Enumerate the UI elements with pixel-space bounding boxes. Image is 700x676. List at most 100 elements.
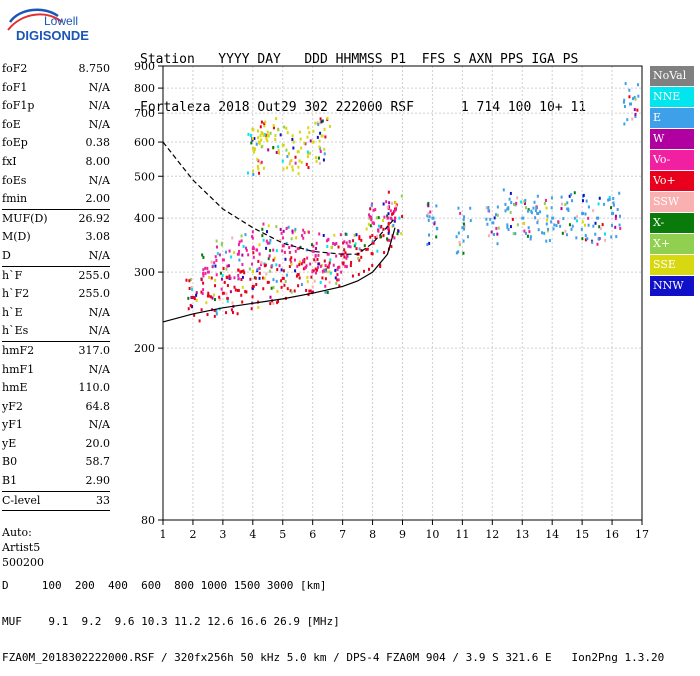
echo-mark: [487, 234, 490, 238]
param-label: B0: [2, 455, 18, 469]
echo-mark: [190, 295, 193, 299]
echo-mark: [237, 273, 240, 277]
echo-mark: [383, 215, 386, 219]
x-tick-label: 12: [485, 528, 499, 541]
param-label: yF1: [2, 418, 23, 432]
echo-mark: [596, 242, 599, 246]
echo-mark: [357, 272, 360, 276]
legend-item-nne: NNE: [650, 87, 694, 107]
echo-mark: [298, 159, 301, 163]
param-divider: [2, 265, 110, 267]
echo-mark: [545, 218, 548, 222]
echo-mark: [395, 204, 398, 208]
echo-mark: [249, 134, 252, 138]
echo-mark: [209, 295, 212, 299]
echo-mark: [591, 240, 594, 244]
echo-mark: [269, 238, 272, 242]
echo-mark: [496, 232, 499, 236]
echo-mark: [256, 164, 259, 168]
echo-mark: [587, 216, 590, 220]
echo-mark: [252, 150, 255, 154]
echo-mark: [581, 220, 584, 224]
echo-mark: [510, 201, 513, 205]
echo-mark: [317, 156, 320, 160]
echo-mark: [272, 278, 275, 282]
echo-mark: [585, 199, 588, 203]
echo-mark: [266, 139, 269, 143]
echo-mark: [202, 255, 205, 259]
echo-mark: [306, 135, 309, 139]
echo-mark: [266, 230, 269, 234]
echo-point: [581, 211, 585, 215]
echo-point: [521, 216, 525, 220]
echo-mark: [272, 258, 275, 262]
echo-point: [296, 273, 300, 277]
echo-mark: [215, 312, 218, 316]
echo-mark: [307, 166, 310, 170]
echo-mark: [504, 209, 507, 213]
echo-mark: [365, 227, 368, 231]
echo-mark: [241, 300, 244, 304]
echo-mark: [560, 202, 563, 206]
echo-mark: [380, 235, 383, 239]
echo-mark: [350, 260, 353, 264]
echo-mark: [576, 215, 579, 219]
x-tick-label: 16: [605, 528, 619, 541]
echo-mark: [343, 248, 346, 252]
logo-arc2-icon: [7, 13, 63, 31]
echo-mark: [535, 205, 538, 209]
param-value: N/A: [88, 99, 110, 113]
echo-mark: [258, 252, 261, 256]
echo-mark: [343, 255, 346, 259]
echo-mark: [307, 230, 310, 234]
digisonde-logo: Lowell DIGISONDE: [2, 4, 122, 52]
echo-mark: [251, 295, 254, 299]
echo-mark: [324, 290, 327, 294]
echo-mark: [273, 256, 276, 260]
echo-point: [371, 241, 375, 245]
echo-mark: [455, 235, 458, 239]
echo-mark: [288, 152, 291, 156]
echo-mark: [326, 239, 329, 243]
echo-mark: [215, 258, 218, 262]
echo-mark: [398, 216, 401, 220]
echo-mark: [261, 132, 264, 136]
echo-mark: [241, 263, 244, 267]
echo-mark: [258, 171, 261, 175]
echo-mark: [582, 199, 585, 203]
echo-mark: [533, 200, 536, 204]
echo-mark: [363, 244, 366, 248]
echo-mark: [281, 236, 284, 240]
echo-mark: [323, 259, 326, 263]
echo-mark: [489, 217, 492, 221]
echo-point: [320, 134, 324, 138]
echo-mark: [252, 245, 255, 249]
echo-mark: [336, 273, 339, 277]
echo-mark: [493, 232, 496, 236]
echo-mark: [276, 289, 279, 293]
echo-mark: [368, 216, 371, 220]
echo-mark: [220, 243, 223, 247]
param-row: h`F 255.0: [2, 267, 110, 286]
echo-mark: [370, 252, 373, 256]
echo-mark: [487, 206, 490, 210]
echo-mark: [274, 138, 277, 142]
echo-mark: [213, 261, 216, 265]
echo-mark: [386, 237, 389, 241]
echo-point: [566, 207, 570, 211]
echo-mark: [568, 223, 571, 227]
echo-mark: [612, 196, 615, 200]
echo-mark: [321, 276, 324, 280]
echo-mark: [277, 145, 280, 149]
echo-mark: [260, 120, 263, 124]
echo-mark: [358, 237, 361, 241]
echo-mark: [226, 284, 229, 288]
echo-mark: [587, 205, 590, 209]
echo-mark: [301, 234, 304, 238]
echo-mark: [263, 262, 266, 266]
echo-mark: [313, 258, 316, 262]
echo-mark: [295, 274, 298, 278]
footer-info-row: FZA0M_2018302222000.RSF / 320fx256h 50 k…: [2, 651, 665, 664]
x-tick-label: 11: [455, 528, 469, 541]
echo-mark: [462, 222, 465, 226]
